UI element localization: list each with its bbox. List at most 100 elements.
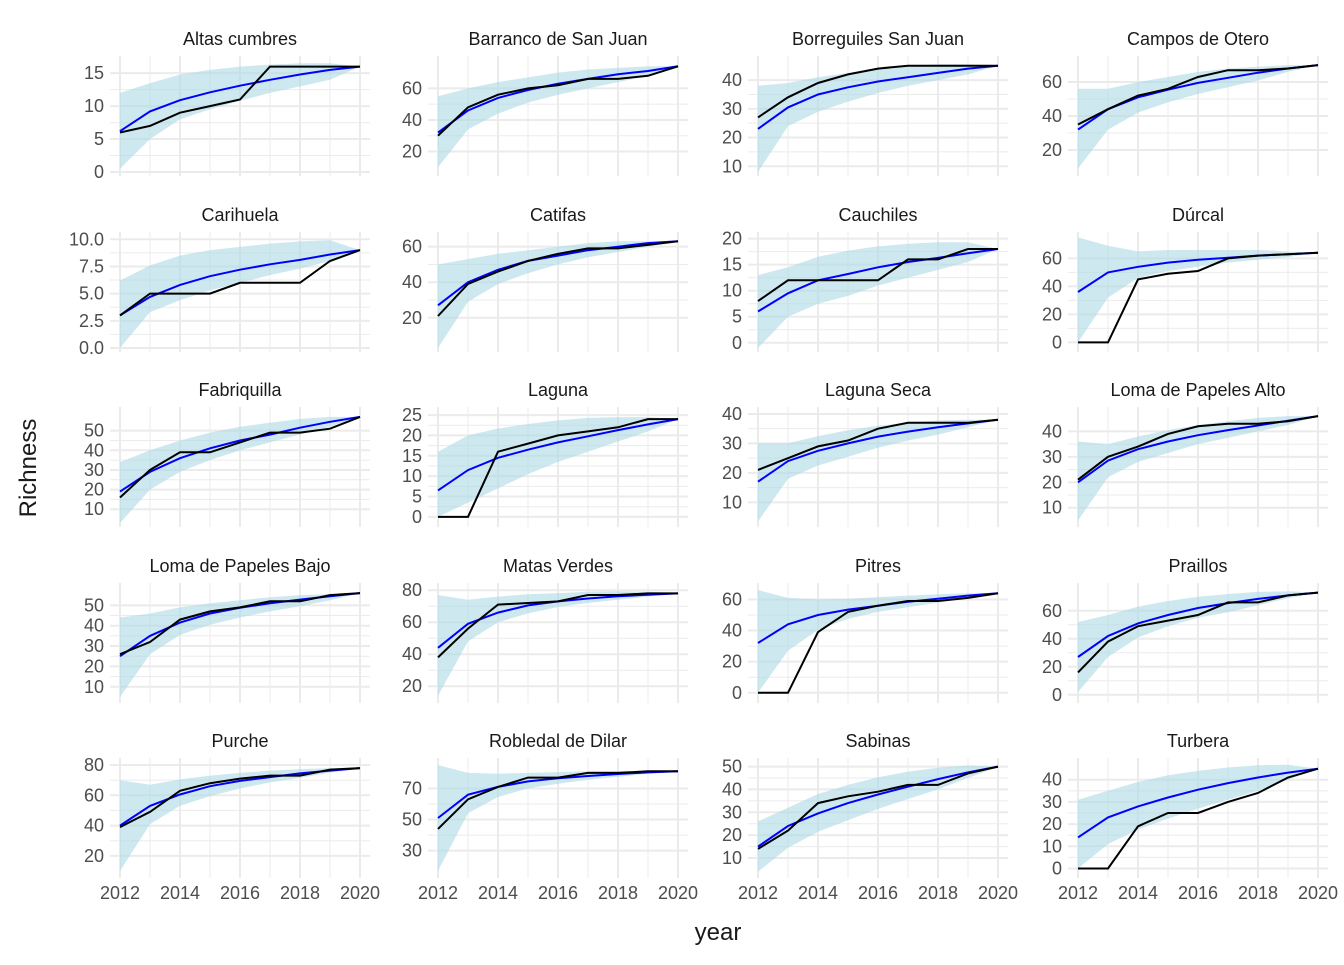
y-tick-label: 5: [94, 129, 104, 149]
y-tick-label: 70: [402, 778, 422, 798]
y-tick-label: 10: [722, 281, 742, 301]
y-tick-label: 0: [732, 333, 742, 353]
x-tick-label: 2016: [858, 883, 898, 903]
x-tick-label: 2012: [418, 883, 458, 903]
y-tick-label: 30: [722, 802, 742, 822]
observed-series-line: [119, 415, 361, 499]
y-tick-label: 80: [84, 755, 104, 775]
y-tick-label: 30: [1042, 447, 1062, 467]
y-tick-label: 20: [84, 480, 104, 500]
panel-title: Loma de Papeles Bajo: [149, 556, 330, 576]
y-tick-label: 60: [722, 589, 742, 609]
panel: 0 20 40 60 Pitres: [722, 556, 1008, 703]
y-tick-label: 20: [402, 141, 422, 161]
observed-series-line: [119, 249, 361, 317]
observed-series-line: [437, 592, 678, 659]
confidence-band: [120, 63, 360, 169]
x-tick-label: 2016: [1178, 883, 1218, 903]
fitted-series-line: [119, 65, 361, 133]
x-tick-label: 2020: [1298, 883, 1338, 903]
panel: 20 40 60 80 2012 2014 2016 2018 2020 Purche: [84, 731, 380, 903]
panel: 0 20 40 60 Dúrcal: [1042, 205, 1328, 352]
confidence-band: [438, 591, 678, 696]
panel: 20 40 60 80 Matas Verdes: [402, 556, 688, 703]
y-tick-label: 10: [402, 466, 422, 486]
y-tick-label: 10: [84, 499, 104, 519]
panel-title: Matas Verdes: [503, 556, 613, 576]
y-tick-label: 40: [722, 621, 742, 641]
fitted-series-line: [1077, 767, 1319, 839]
x-tick-label: 2016: [220, 883, 260, 903]
y-tick-label: 40: [1042, 629, 1062, 649]
y-tick-label: 10: [722, 156, 742, 176]
y-tick-label: 40: [1042, 421, 1062, 441]
x-axis-label: year: [695, 919, 742, 946]
fitted-series-line: [1077, 591, 1319, 658]
fitted-series-line: [757, 418, 999, 483]
confidence-band: [438, 765, 678, 871]
x-tick-label: 2018: [598, 883, 638, 903]
y-tick-label: 40: [722, 70, 742, 90]
y-tick-label: 40: [402, 644, 422, 664]
panel: 10 20 30 40 Borreguiles San Juan: [722, 29, 1008, 176]
panel: 0 5 10 15 Altas cumbres: [84, 29, 370, 182]
y-tick-label: 40: [84, 816, 104, 836]
fitted-series-line: [437, 240, 679, 307]
y-tick-label: 20: [722, 229, 742, 249]
panel-title: Borreguiles San Juan: [792, 29, 964, 49]
y-tick-label: 40: [402, 272, 422, 292]
y-tick-label: 60: [1042, 72, 1062, 92]
observed-series-line: [757, 418, 999, 471]
y-tick-label: 5: [412, 487, 422, 507]
y-tick-label: 15: [402, 446, 422, 466]
y-tick-label: 15: [84, 63, 104, 83]
y-tick-label: 60: [402, 237, 422, 257]
y-tick-label: 20: [722, 463, 742, 483]
observed-series-line: [1077, 591, 1319, 674]
confidence-band: [120, 416, 360, 523]
observed-series-line: [1077, 415, 1319, 481]
y-tick-label: 20: [722, 825, 742, 845]
x-tick-label: 2016: [538, 883, 578, 903]
y-tick-label: 0.0: [79, 338, 104, 358]
y-tick-label: 40: [84, 440, 104, 460]
fitted-series-line: [437, 65, 679, 134]
y-tick-label: 10: [722, 492, 742, 512]
panel-title: Cauchiles: [838, 205, 917, 225]
panel: 0.0 2.5 5.0 7.5 10.0 Carihuela: [69, 205, 370, 358]
y-tick-label: 20: [1042, 472, 1062, 492]
y-tick-label: 0: [412, 507, 422, 527]
fitted-series-line: [757, 248, 999, 313]
y-tick-label: 7.5: [79, 256, 104, 276]
panel-title: Robledal de Dilar: [489, 731, 627, 751]
confidence-band: [438, 241, 678, 348]
y-tick-label: 20: [722, 128, 742, 148]
y-tick-label: 60: [402, 78, 422, 98]
panel: 30 50 70 2012 2014 2016 2018 2020 Robledal de Di…: [402, 731, 698, 903]
panel: 20 40 60 Catifas: [402, 205, 688, 352]
panel-title: Carihuela: [201, 205, 279, 225]
panel: 10 20 30 40 Laguna Seca: [722, 380, 1008, 527]
x-tick-label: 2014: [160, 883, 200, 903]
panel-title: Dúrcal: [1172, 205, 1224, 225]
panel: 0 20 40 60 Praillos: [1042, 556, 1328, 705]
y-tick-label: 20: [722, 652, 742, 672]
x-tick-label: 2012: [1058, 883, 1098, 903]
y-tick-label: 30: [722, 433, 742, 453]
panel-title: Barranco de San Juan: [468, 29, 647, 49]
confidence-band: [438, 417, 678, 517]
confidence-band: [1078, 416, 1318, 521]
fitted-series-line: [757, 64, 999, 130]
y-tick-label: 20: [1042, 140, 1062, 160]
y-tick-label: 30: [84, 636, 104, 656]
y-tick-label: 2.5: [79, 311, 104, 331]
confidence-band: [1078, 764, 1318, 869]
y-tick-label: 15: [722, 255, 742, 275]
observed-series-line: [437, 770, 678, 830]
x-tick-label: 2012: [738, 883, 778, 903]
